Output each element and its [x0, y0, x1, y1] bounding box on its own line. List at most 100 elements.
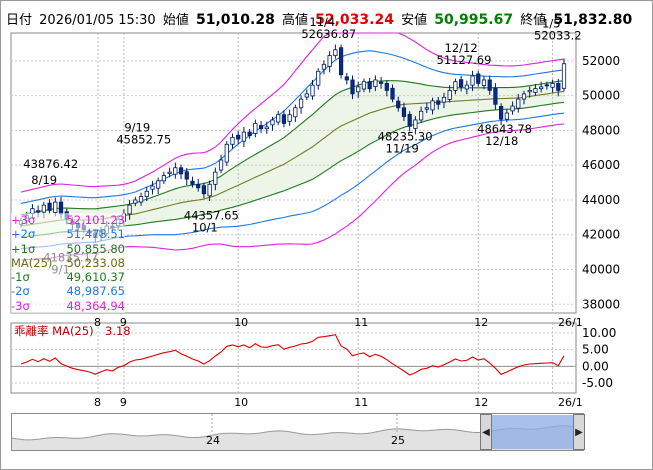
candle-body	[378, 81, 384, 84]
legend-value: 50,855.80	[66, 241, 125, 256]
slider-left-handle[interactable]: ◀	[480, 414, 492, 450]
candle-body	[298, 98, 304, 109]
annotation-value: 44357.65	[184, 209, 239, 223]
candle-body	[401, 107, 407, 117]
annotation-value: 48643.78	[477, 122, 532, 136]
annotation-value: 43876.42	[23, 157, 78, 171]
x-tick-label: 26/1	[558, 396, 583, 409]
candle-body	[419, 110, 424, 121]
candle-body	[190, 180, 195, 185]
candle-body	[430, 100, 435, 111]
candle-body	[270, 119, 275, 126]
legend-row: +3σ 52,101.23	[11, 213, 125, 227]
candle-body	[178, 167, 184, 175]
candle-body	[184, 171, 189, 180]
candle-body	[356, 86, 361, 93]
x-tick-label: 8	[94, 316, 101, 329]
legend-row: MA(25) 50,233.08	[11, 256, 125, 270]
x-tick-label: 10	[234, 396, 248, 409]
x-tick-label: 11	[354, 316, 368, 329]
slider-overview: 24 25	[12, 414, 583, 450]
candle-body	[539, 86, 544, 90]
close-value: 51,832.80	[553, 12, 633, 28]
legend-value: 48,364.94	[66, 298, 125, 313]
candle-body	[384, 83, 389, 91]
candle-body	[264, 126, 269, 130]
legend-label: -1σ	[11, 270, 30, 285]
candle-body	[470, 75, 475, 86]
candle-body	[321, 63, 327, 70]
candle-body	[133, 199, 138, 204]
candle-body	[127, 204, 132, 215]
legend-label: +1σ	[11, 241, 36, 256]
x-tick-label: 9	[120, 316, 127, 329]
candle-body	[293, 107, 298, 118]
legend-value: 51,478.51	[66, 227, 125, 242]
candle-body	[516, 98, 521, 109]
bollinger-legend: +3σ 52,101.23 +2σ 51,478.51 +1σ 50,855.80 MA(2…	[11, 213, 125, 314]
candle-body	[224, 143, 229, 163]
candle-body	[258, 125, 264, 130]
legend-row: -3σ 48,364.94	[11, 299, 125, 313]
deviation-panel	[10, 322, 577, 394]
legend-value: 52,101.23	[66, 213, 125, 227]
candle-body	[41, 204, 46, 213]
annotation-date: 11/19	[386, 141, 419, 155]
x-tick-label: 26/1	[558, 316, 583, 329]
candle-body	[464, 84, 469, 90]
candle-body	[333, 49, 338, 57]
candle-body	[350, 79, 355, 95]
y-tick-label: 38000	[582, 297, 620, 311]
ohlc-header: 日付 2026/01/05 15:30 始値 51,010.28 高値 52,0…	[6, 9, 635, 28]
date-label: 日付	[6, 13, 33, 28]
high-label: 高値	[281, 13, 308, 28]
candle-body	[459, 79, 464, 88]
candle-body	[493, 87, 498, 105]
range-slider[interactable]: 24 25 ◀ ▶	[11, 413, 585, 451]
candle-body	[413, 119, 418, 129]
overview-area	[12, 425, 583, 450]
slider-right-handle[interactable]: ▶	[573, 414, 585, 450]
candle-body	[447, 89, 452, 100]
legend-value: 48,987.65	[66, 284, 125, 299]
candle-body	[196, 183, 201, 189]
deviation-value: 3.18	[105, 324, 131, 338]
candle-body	[344, 76, 349, 81]
annotation-date: 10/1	[192, 221, 218, 235]
y-tick-label: 40000	[582, 263, 620, 277]
candle-body	[281, 114, 287, 124]
candle-body	[481, 79, 487, 86]
y-tick-label: 44000	[582, 193, 620, 207]
candle-body	[407, 113, 412, 127]
x-tick-label: 12	[474, 316, 488, 329]
candle-body	[236, 134, 241, 140]
year-label: 24	[206, 434, 220, 447]
annotation-date: 8/19	[31, 173, 57, 187]
candle-body	[156, 180, 161, 189]
deviation-line	[20, 334, 565, 376]
candle-body	[373, 79, 378, 87]
deviation-tick-label: 10.00	[582, 326, 616, 340]
candle-body	[173, 167, 178, 175]
deviation-tick-label: 5.00	[582, 343, 609, 357]
y-tick-label: 52000	[582, 54, 620, 68]
open-label: 始値	[162, 13, 189, 28]
candle-body	[310, 84, 315, 97]
high-value: 52,033.24	[315, 12, 394, 28]
legend-label: +3σ	[11, 213, 36, 227]
candle-body	[533, 88, 538, 93]
candle-body	[487, 79, 492, 91]
legend-label: MA(25)	[11, 255, 53, 270]
candle-body	[316, 70, 321, 86]
plus-1-sigma-line	[20, 80, 565, 216]
deviation-tick-label: 0.00	[582, 359, 609, 373]
legend-row: +2σ 51,478.51	[11, 227, 125, 241]
plus-3-sigma-line	[20, 32, 565, 193]
x-tick-label: 10	[234, 316, 248, 329]
deviation-label: 乖離率 MA(25)	[14, 324, 94, 338]
candle-body	[390, 87, 395, 100]
annotation-value: 52636.87	[301, 27, 356, 41]
annotation-value: 51127.69	[437, 53, 492, 67]
candle-body	[499, 105, 504, 120]
annotation-date: 9/19	[124, 121, 150, 135]
